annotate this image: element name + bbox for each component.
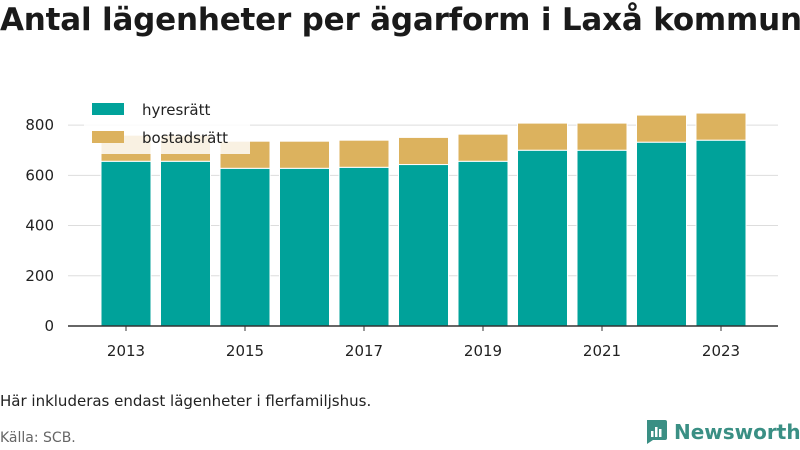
x-tick-label: 2017: [345, 342, 383, 360]
x-tick-label: 2019: [464, 342, 502, 360]
y-tick-label: 600: [25, 166, 54, 184]
x-tick-label: 2021: [583, 342, 621, 360]
bar-bostadsratt: [398, 136, 449, 166]
bar-bostadsratt: [338, 139, 390, 168]
y-tick-label: 200: [25, 267, 54, 285]
bar-hyresratt: [279, 167, 330, 327]
bar-bostadsratt: [457, 133, 509, 162]
bar-hyresratt: [398, 164, 449, 327]
bar-bostadsratt: [279, 140, 330, 169]
x-tick-label: 2015: [226, 342, 264, 360]
chart-note: Här inkluderas endast lägenheter i flerf…: [0, 392, 372, 410]
bar-bostadsratt: [517, 122, 568, 151]
bar-bostadsratt: [576, 122, 628, 151]
bar-hyresratt: [338, 166, 390, 327]
legend-swatch: [92, 103, 124, 115]
bar-hyresratt: [219, 167, 271, 327]
legend-swatch: [92, 131, 124, 143]
y-tick-label: 0: [44, 317, 54, 335]
bar-bostadsratt: [695, 112, 747, 141]
bar-hyresratt: [695, 139, 747, 327]
legend-label: bostadsrätt: [142, 129, 228, 147]
chart-title: Antal lägenheter per ägarform i Laxå kom…: [0, 2, 800, 38]
brand-logo: Newsworthy: [644, 419, 800, 445]
bar-hyresratt: [576, 149, 628, 327]
legend-label: hyresrätt: [142, 101, 211, 119]
brand-name: Newsworthy: [674, 420, 800, 444]
x-tick-label: 2013: [107, 342, 145, 360]
chart-source: Källa: SCB.: [0, 430, 76, 446]
bar-hyresratt: [636, 141, 687, 327]
bar-hyresratt: [517, 149, 568, 327]
chart-area: 0 200 400 600 800 2013 2015 2017 2019 2021 2023 hyr…: [25, 101, 778, 360]
y-tick-label: 800: [25, 116, 54, 134]
newsworthy-logo-icon: [647, 420, 667, 444]
bar-bostadsratt: [636, 114, 687, 143]
bar-hyresratt: [457, 160, 509, 327]
y-tick-label: 400: [25, 217, 54, 235]
x-tick-label: 2023: [702, 342, 740, 360]
bar-hyresratt: [160, 160, 211, 327]
bar-hyresratt: [100, 160, 152, 327]
